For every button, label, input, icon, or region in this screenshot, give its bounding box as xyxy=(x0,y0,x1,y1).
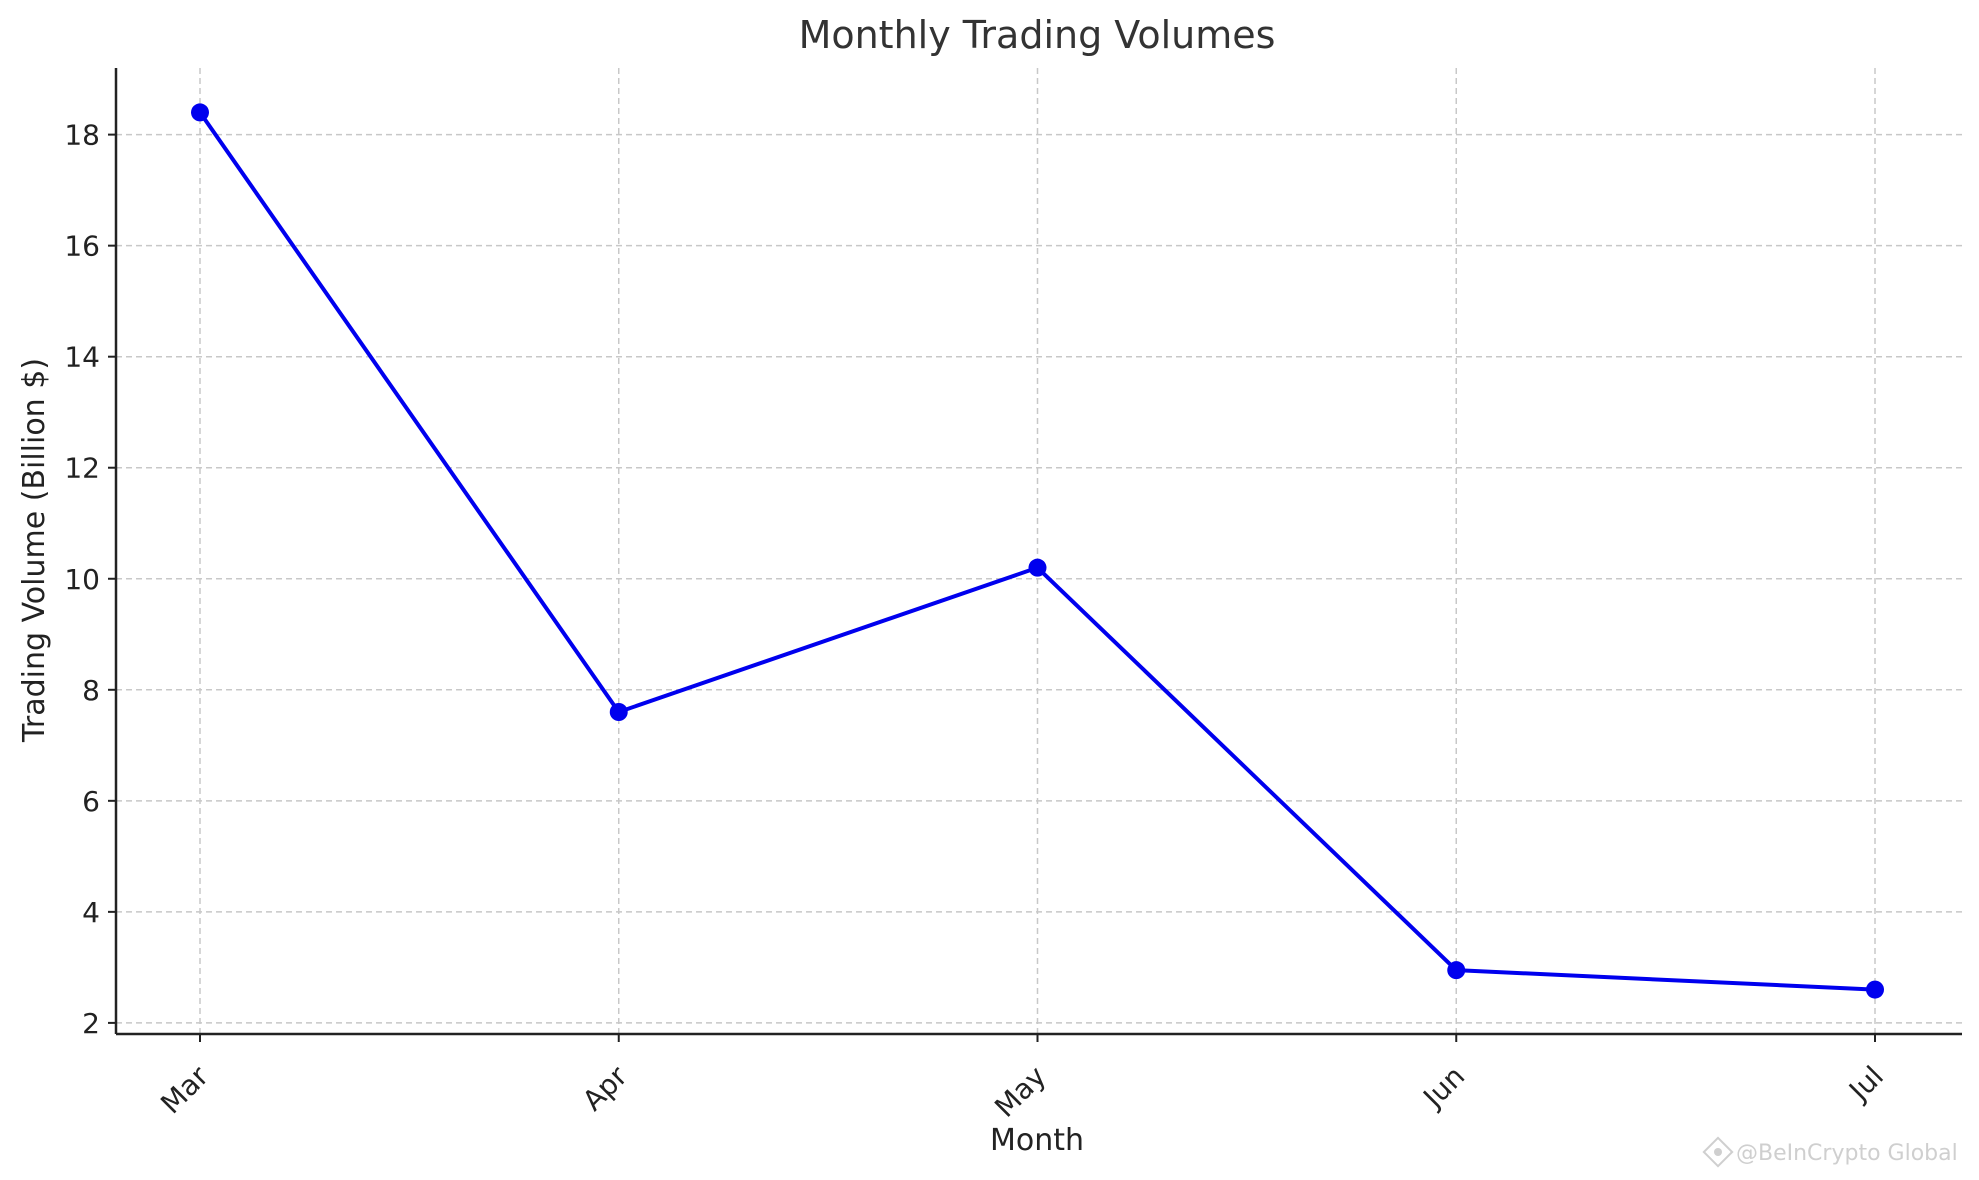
beincrypto-logo-icon xyxy=(1702,1136,1734,1168)
data-point xyxy=(1866,980,1884,999)
x-ticks: Mar Apr May Jun Jul xyxy=(154,1034,1890,1124)
x-axis-title: Month xyxy=(990,1123,1084,1158)
series-layer xyxy=(191,103,1884,999)
data-point xyxy=(191,103,209,122)
y-tick-label: 12 xyxy=(64,452,100,485)
watermark-text: @BeInCrypto Global xyxy=(1736,1141,1958,1166)
x-tick-label: Jun xyxy=(1416,1060,1472,1116)
x-tick-label: Jul xyxy=(1841,1060,1890,1109)
y-tick-label: 18 xyxy=(64,119,100,152)
data-point xyxy=(609,703,628,721)
y-tick-label: 8 xyxy=(82,674,100,707)
y-tick-label: 2 xyxy=(82,1007,100,1040)
chart-title: Monthly Trading Volumes xyxy=(799,13,1276,57)
y-tick-label: 10 xyxy=(64,563,100,596)
y-tick-label: 4 xyxy=(82,896,100,929)
x-tick-label: May xyxy=(988,1060,1052,1124)
data-point xyxy=(1028,558,1047,577)
y-tick-label: 16 xyxy=(64,230,100,263)
x-tick-label: Mar xyxy=(154,1059,215,1120)
axes-layer xyxy=(114,68,1962,1036)
data-point xyxy=(1447,961,1466,980)
x-tick-label: Apr xyxy=(576,1059,634,1117)
y-tick-label: 6 xyxy=(82,785,100,818)
y-axis-title: Trading Volume (Billion $) xyxy=(17,358,52,743)
y-tick-label: 14 xyxy=(64,341,100,374)
watermark: @BeInCrypto Global xyxy=(1702,1136,1958,1168)
grid-layer xyxy=(116,68,1962,1034)
y-ticks: 2 4 6 8 10 12 14 16 18 xyxy=(64,119,116,1040)
